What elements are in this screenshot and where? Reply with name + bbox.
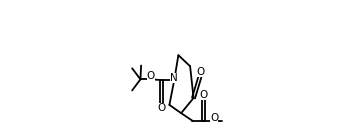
Text: O: O xyxy=(196,67,204,77)
Text: N: N xyxy=(170,73,177,83)
Text: O: O xyxy=(157,103,165,113)
Text: O: O xyxy=(210,113,218,123)
Text: O: O xyxy=(200,90,208,99)
Text: O: O xyxy=(147,71,155,81)
